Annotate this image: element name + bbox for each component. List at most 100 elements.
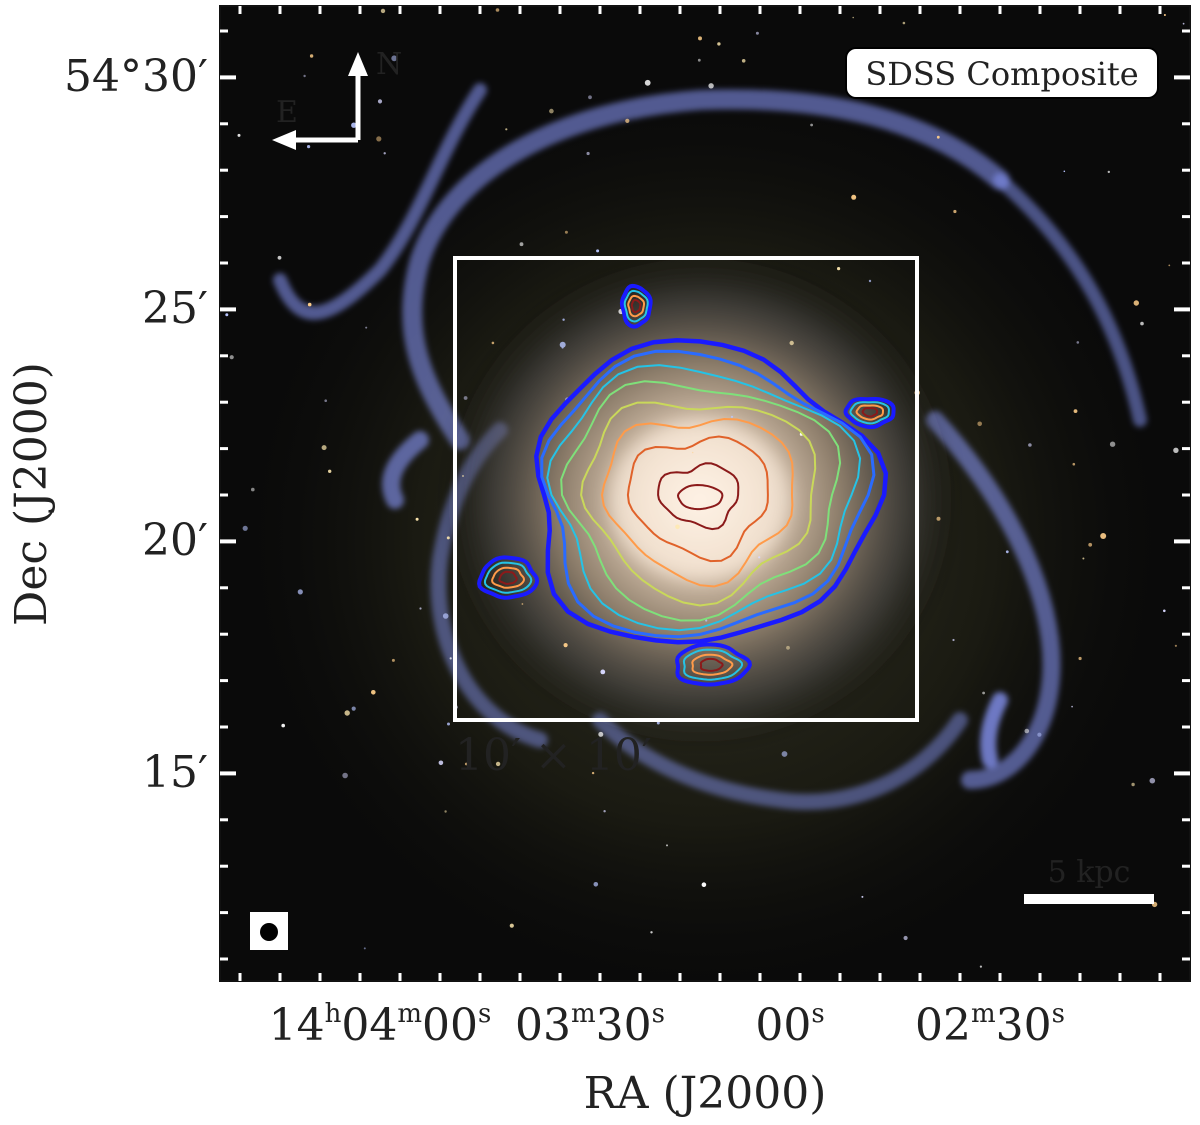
field-star bbox=[562, 318, 565, 321]
field-star bbox=[307, 145, 311, 149]
field-star bbox=[952, 638, 955, 642]
field-star bbox=[225, 313, 229, 317]
field-star bbox=[717, 42, 721, 46]
field-star bbox=[789, 340, 794, 346]
field-star bbox=[563, 643, 568, 648]
field-star bbox=[383, 152, 386, 155]
contour-line bbox=[630, 299, 642, 314]
contour-line bbox=[849, 401, 890, 425]
field-star bbox=[979, 965, 983, 968]
field-star bbox=[449, 657, 452, 660]
field-star bbox=[277, 255, 282, 260]
field-star bbox=[698, 36, 702, 41]
contour-line bbox=[491, 566, 526, 589]
field-star bbox=[1168, 264, 1171, 267]
field-star bbox=[1028, 443, 1032, 447]
field-star bbox=[598, 731, 604, 737]
field-star bbox=[1174, 644, 1177, 647]
spiral-arms bbox=[273, 83, 1147, 810]
contour-line bbox=[534, 337, 889, 645]
field-star bbox=[837, 267, 841, 271]
field-star bbox=[251, 487, 255, 492]
field-star bbox=[307, 302, 312, 307]
y-tick-label: 25′ bbox=[142, 283, 208, 334]
contour-line bbox=[623, 289, 649, 323]
field-star bbox=[851, 194, 857, 200]
field-star bbox=[321, 445, 327, 451]
field-star bbox=[1076, 341, 1080, 344]
field-star bbox=[650, 931, 653, 934]
field-star bbox=[1100, 533, 1107, 539]
contour-line bbox=[699, 657, 724, 672]
y-tick-label: 54°30′ bbox=[64, 51, 208, 102]
contour-line bbox=[546, 364, 862, 632]
field-star bbox=[868, 279, 872, 283]
field-star bbox=[371, 690, 376, 695]
tick-marks bbox=[220, 6, 1190, 981]
x-tick-label: 03m30s bbox=[515, 999, 665, 1051]
field-star bbox=[1037, 732, 1042, 737]
field-star bbox=[694, 550, 697, 553]
contour-line bbox=[682, 648, 744, 681]
y-tick-label: 20′ bbox=[142, 515, 208, 566]
field-star bbox=[656, 721, 660, 725]
field-star bbox=[708, 83, 714, 89]
field-star bbox=[463, 396, 468, 400]
field-star bbox=[1182, 22, 1185, 25]
panel-label-box: SDSS Composite bbox=[845, 47, 1159, 99]
field-star bbox=[363, 947, 366, 950]
field-star bbox=[237, 133, 241, 137]
x-tick-label: 14h04m00s bbox=[269, 999, 492, 1051]
field-star bbox=[675, 524, 680, 530]
field-star bbox=[242, 525, 248, 531]
field-star bbox=[419, 607, 422, 610]
contour-line bbox=[861, 407, 879, 418]
field-star bbox=[464, 762, 468, 766]
contour-line bbox=[676, 483, 724, 511]
field-star bbox=[705, 619, 708, 622]
scale-bar-label: 5 kpc bbox=[1048, 855, 1131, 890]
y-tick-labels: 54°30′ 25′ 20′ 15′ bbox=[64, 51, 208, 798]
field-star bbox=[391, 658, 395, 662]
field-star bbox=[1109, 441, 1116, 447]
field-star bbox=[342, 772, 348, 779]
field-star bbox=[758, 556, 761, 559]
field-star bbox=[1082, 557, 1085, 560]
field-star bbox=[505, 128, 508, 131]
field-star bbox=[786, 645, 790, 650]
contour-line bbox=[855, 404, 884, 421]
north-label: N bbox=[376, 47, 402, 82]
field-star bbox=[559, 341, 566, 348]
field-star bbox=[462, 475, 464, 477]
contour-line bbox=[600, 417, 794, 588]
field-star bbox=[1071, 705, 1073, 708]
field-star bbox=[1131, 782, 1135, 787]
contour-line bbox=[580, 401, 817, 607]
field-star bbox=[603, 810, 606, 813]
east-label: E bbox=[276, 95, 298, 130]
field-star bbox=[600, 669, 606, 675]
field-star bbox=[328, 469, 332, 473]
field-star bbox=[446, 536, 450, 540]
field-star bbox=[495, 8, 500, 12]
y-tick-label: 15′ bbox=[142, 747, 208, 798]
x-tick-label: 00s bbox=[755, 999, 824, 1051]
x-axis-label: RA (J2000) bbox=[584, 1068, 827, 1119]
field-star bbox=[509, 923, 514, 928]
field-star bbox=[438, 760, 444, 766]
field-star bbox=[1107, 170, 1111, 174]
field-star bbox=[861, 895, 864, 898]
field-star bbox=[936, 516, 941, 521]
contour-line bbox=[483, 561, 533, 594]
field-star bbox=[1173, 447, 1179, 453]
contour-line bbox=[657, 462, 740, 531]
field-star bbox=[586, 151, 590, 156]
contour-line bbox=[477, 555, 540, 600]
contour-line bbox=[626, 435, 769, 563]
field-star bbox=[391, 55, 398, 62]
field-star bbox=[324, 399, 328, 403]
field-star bbox=[309, 54, 314, 58]
field-star bbox=[442, 613, 449, 619]
field-star bbox=[491, 341, 495, 345]
